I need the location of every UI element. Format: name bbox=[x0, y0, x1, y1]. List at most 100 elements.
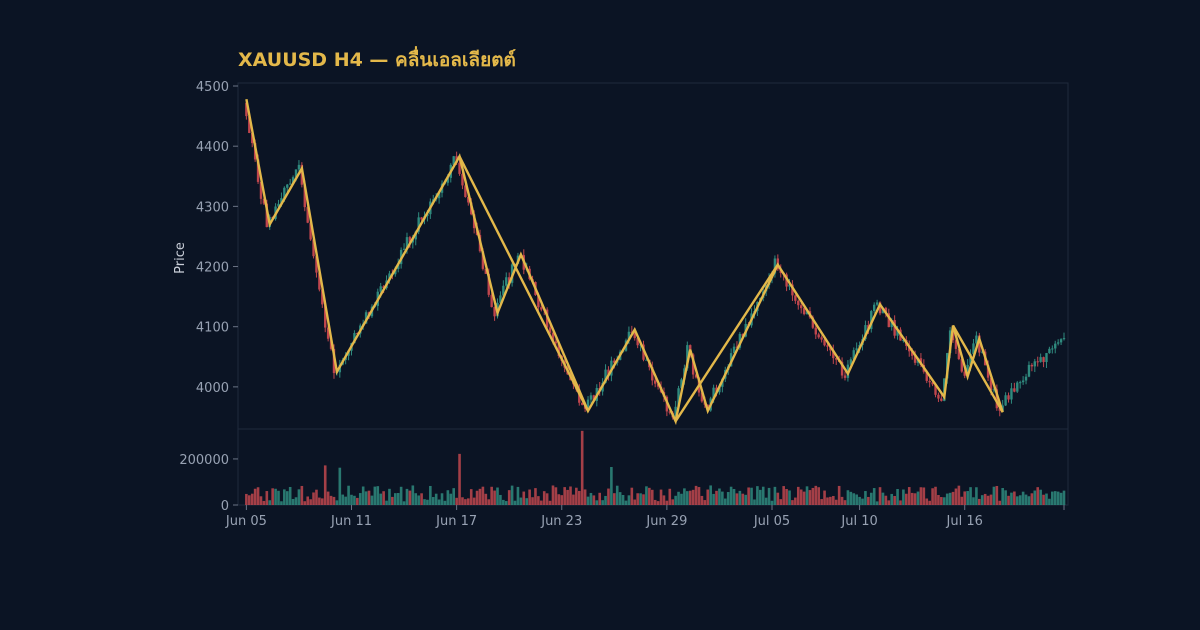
volume-bar bbox=[858, 496, 861, 505]
volume-bar bbox=[779, 499, 783, 505]
candle-body bbox=[966, 364, 969, 376]
candle-body bbox=[487, 273, 490, 295]
volume-bar bbox=[942, 497, 946, 505]
volume-bar bbox=[694, 485, 698, 505]
volume-bar bbox=[896, 488, 899, 505]
volume-bar bbox=[312, 492, 315, 505]
volume-bar bbox=[975, 487, 978, 505]
volume-bar bbox=[741, 493, 745, 505]
time-tick-label: Jun 05 bbox=[225, 514, 267, 529]
volume-bar bbox=[992, 486, 996, 505]
candle-body bbox=[408, 237, 412, 243]
volume-bar bbox=[531, 497, 534, 505]
volume-bar bbox=[358, 493, 362, 505]
volume-bar bbox=[861, 498, 864, 505]
y-axis-label: Price bbox=[173, 242, 188, 274]
candle-body bbox=[592, 395, 596, 401]
volume-bar bbox=[405, 488, 409, 505]
candle-body bbox=[309, 222, 312, 240]
volume-bar bbox=[756, 486, 759, 505]
volume-bar bbox=[761, 486, 765, 505]
volume-bar bbox=[256, 487, 260, 505]
volume-bar bbox=[951, 491, 955, 505]
volume-bar bbox=[677, 491, 680, 505]
volume-bar bbox=[1007, 495, 1010, 505]
volume-bar bbox=[361, 486, 365, 505]
volume-bar bbox=[869, 492, 873, 505]
candle-body bbox=[937, 394, 940, 399]
volume-bar bbox=[653, 499, 657, 505]
candle-body bbox=[306, 207, 309, 223]
volume-bar bbox=[735, 493, 739, 505]
volume-bar bbox=[770, 500, 774, 505]
volume-bar bbox=[534, 488, 537, 505]
volume-bar bbox=[618, 492, 622, 505]
volume-bar bbox=[1018, 495, 1022, 505]
volume-bar bbox=[729, 486, 733, 505]
candle-body bbox=[364, 312, 368, 324]
volume-bar bbox=[788, 490, 791, 505]
volume-bar bbox=[431, 497, 435, 505]
volume-bar bbox=[928, 500, 931, 505]
candle-body bbox=[557, 343, 561, 357]
candle-body bbox=[312, 239, 315, 257]
candle-body bbox=[805, 311, 809, 315]
volume-bar bbox=[414, 493, 418, 505]
candle-body bbox=[502, 285, 505, 296]
volume-bar bbox=[580, 430, 584, 505]
candle-body bbox=[864, 325, 867, 340]
candle-body bbox=[969, 354, 972, 365]
volume-bar bbox=[969, 487, 972, 505]
candle-body bbox=[794, 295, 797, 301]
candle-body bbox=[832, 350, 835, 359]
volume-bar bbox=[394, 493, 397, 505]
candle-body bbox=[823, 339, 826, 346]
volume-bar bbox=[817, 487, 821, 505]
volume-bar bbox=[265, 491, 269, 505]
candle-body bbox=[887, 313, 890, 328]
volume-bar bbox=[688, 490, 692, 505]
candle-body bbox=[437, 192, 441, 199]
volume-bar bbox=[639, 493, 642, 505]
volume-bar bbox=[978, 498, 981, 505]
volume-bar bbox=[423, 499, 426, 505]
volume-bar bbox=[373, 486, 377, 505]
wave-line bbox=[674, 264, 779, 422]
volume-bar bbox=[306, 496, 310, 505]
candle-body bbox=[814, 327, 817, 335]
volume-bar bbox=[484, 493, 488, 505]
volume-bar bbox=[715, 490, 718, 505]
volume-bar bbox=[554, 487, 558, 505]
candle-body bbox=[1030, 364, 1034, 367]
candle-body bbox=[636, 338, 639, 346]
candle-body bbox=[604, 369, 607, 383]
volume-bar bbox=[598, 492, 602, 505]
candle-body bbox=[464, 185, 467, 197]
volume-bar bbox=[551, 485, 555, 505]
volume-bar bbox=[280, 501, 283, 505]
volume-bar bbox=[353, 495, 356, 505]
volume-bar bbox=[834, 499, 838, 505]
volume-bar bbox=[840, 496, 844, 505]
volume-bar bbox=[572, 494, 575, 505]
volume-bar bbox=[440, 493, 444, 505]
candle-body bbox=[1048, 348, 1051, 354]
volume-bar bbox=[496, 487, 499, 505]
volume-bar bbox=[516, 486, 520, 505]
volume-bar bbox=[802, 491, 806, 505]
volume-bar bbox=[1027, 496, 1031, 505]
volume-bar bbox=[586, 496, 590, 505]
candle-body bbox=[718, 386, 721, 393]
candle-body bbox=[820, 337, 823, 340]
volume-bar bbox=[297, 489, 301, 505]
candle-body bbox=[303, 184, 306, 208]
candle-body bbox=[957, 348, 961, 360]
volume-bar bbox=[799, 489, 803, 505]
volume-bar bbox=[1045, 493, 1048, 505]
candle-body bbox=[245, 102, 248, 117]
volume-bar bbox=[960, 496, 964, 505]
price-tick-label: 4200 bbox=[196, 261, 229, 276]
volume-bar bbox=[665, 500, 669, 505]
candle-body bbox=[791, 284, 794, 296]
volume-bar bbox=[490, 486, 493, 505]
